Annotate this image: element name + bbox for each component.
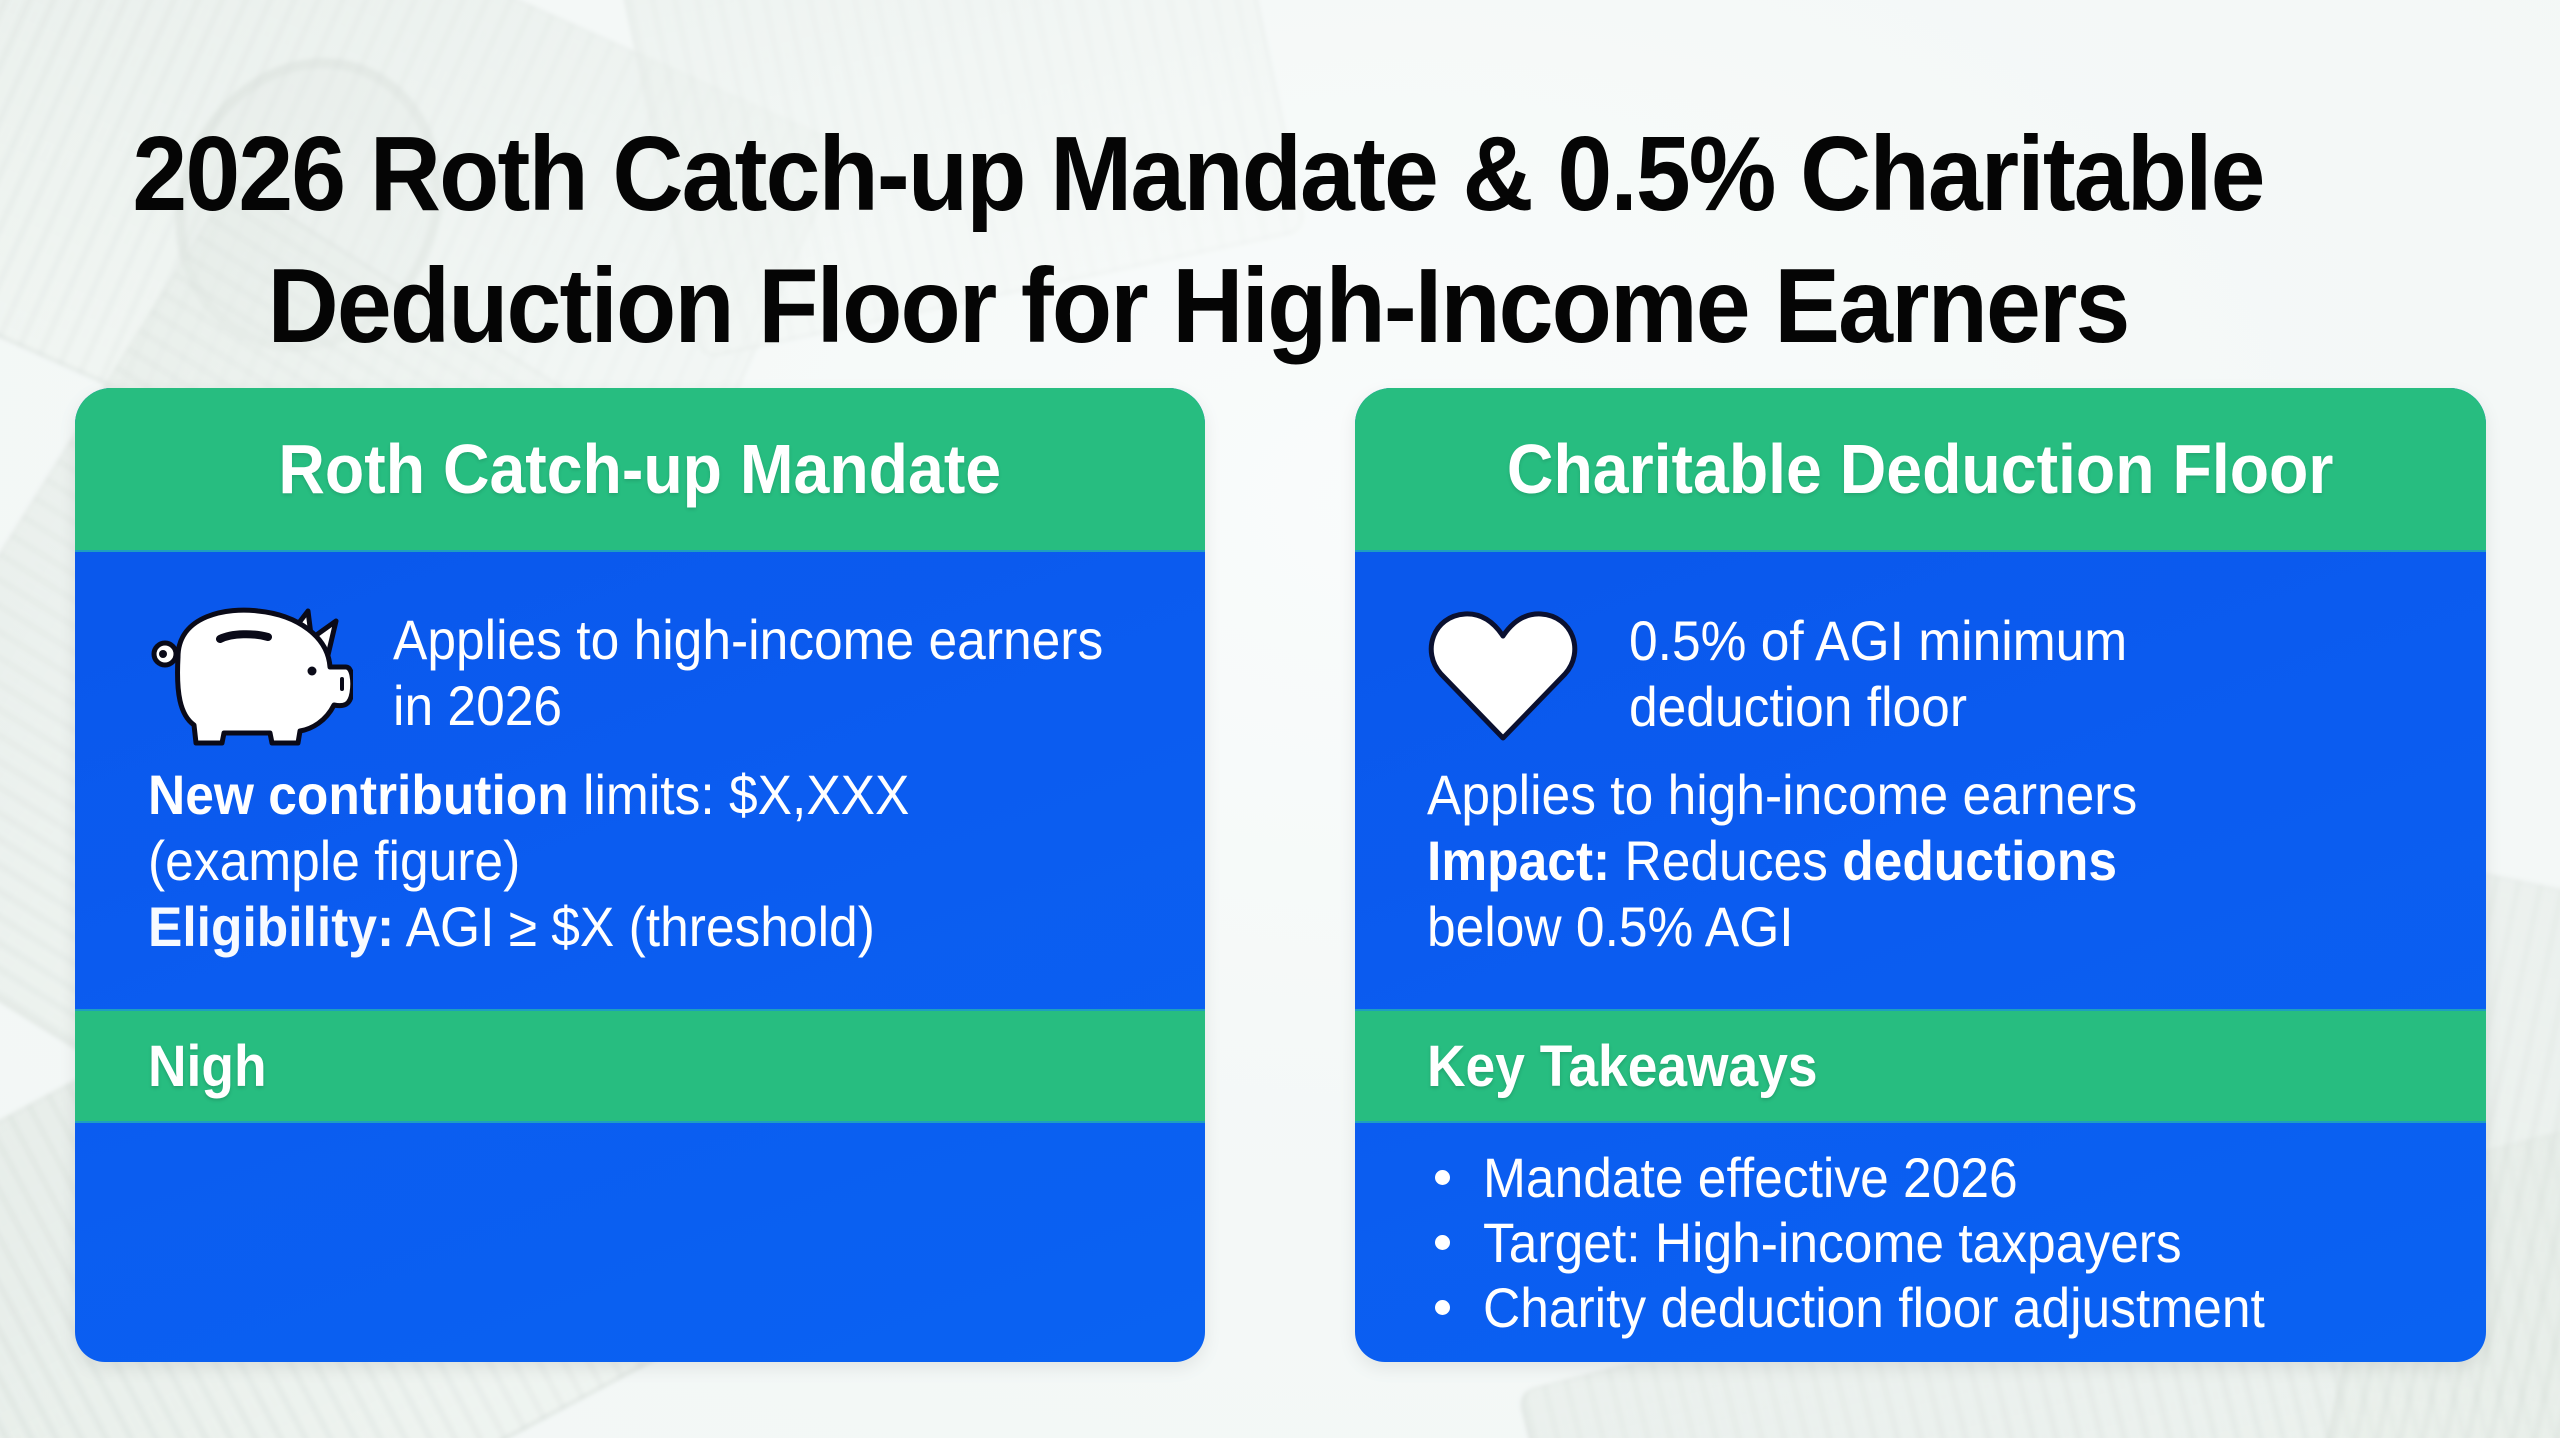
roth-catch-up-card: Roth Catch-up Mandate Applies to — [75, 388, 1205, 1362]
title-line-1: 2026 Roth Catch-up Mandate & 0.5% Charit… — [132, 115, 2265, 233]
applies-line: Applies to high-income earners — [1427, 763, 2138, 826]
page-title: 2026 Roth Catch-up Mandate & 0.5% Charit… — [0, 108, 2396, 372]
details-list: New contribution limits: $X,XXX (example… — [148, 762, 909, 960]
key-takeaways-list: Mandate effective 2026 Target: High-inco… — [1355, 1123, 2486, 1340]
card-header: Roth Catch-up Mandate — [75, 388, 1205, 552]
bullet-icon — [1435, 1300, 1450, 1315]
bullet-icon — [1435, 1235, 1450, 1250]
key-takeaways-header: Key Takeaways — [1355, 1009, 2486, 1123]
floor-text: 0.5% of AGI minimum deduction floor — [1629, 609, 2128, 738]
example-figure-line: (example figure) — [148, 829, 521, 892]
list-item: Target: High-income taxpayers — [1355, 1210, 2486, 1275]
card-header-title: Roth Catch-up Mandate — [278, 430, 1002, 508]
card-header: Charitable Deduction Floor — [1355, 388, 2486, 552]
list-item: Charity deduction floor adjustment — [1355, 1275, 2486, 1340]
charitable-deduction-card: Charitable Deduction Floor 0.5% of AGI m… — [1355, 388, 2486, 1362]
bullet-icon — [1435, 1170, 1450, 1185]
eligibility-line: Eligibility: AGI ≥ $X (threshold) — [148, 895, 875, 958]
details-list: Applies to high-income earners Impact: R… — [1427, 762, 2137, 960]
card-body: 0.5% of AGI minimum deduction floor Appl… — [1355, 552, 2486, 1009]
heart-icon — [1427, 610, 1579, 749]
card-body: Applies to high-income earners in 2026 N… — [75, 552, 1205, 1009]
section-title: Key Takeaways — [1427, 1033, 1818, 1099]
list-item: Mandate effective 2026 — [1355, 1145, 2486, 1210]
applies-text: Applies to high-income earners in 2026 — [393, 608, 1104, 737]
icon-row: 0.5% of AGI minimum deduction floor — [1427, 609, 2389, 749]
title-line-2: Deduction Floor for High-Income Earners — [267, 247, 2131, 365]
section-header: Nigh — [75, 1009, 1205, 1123]
icon-row: Applies to high-income earners in 2026 — [148, 597, 1205, 752]
section-title: Nigh — [148, 1033, 267, 1099]
below-agi-line: below 0.5% AGI — [1427, 895, 1794, 958]
impact-line: Impact: Reduces deductions — [1427, 829, 2117, 892]
card-header-title: Charitable Deduction Floor — [1507, 430, 2334, 508]
piggy-bank-icon — [148, 597, 356, 752]
contribution-limits-line: New contribution limits: $X,XXX — [148, 763, 910, 826]
